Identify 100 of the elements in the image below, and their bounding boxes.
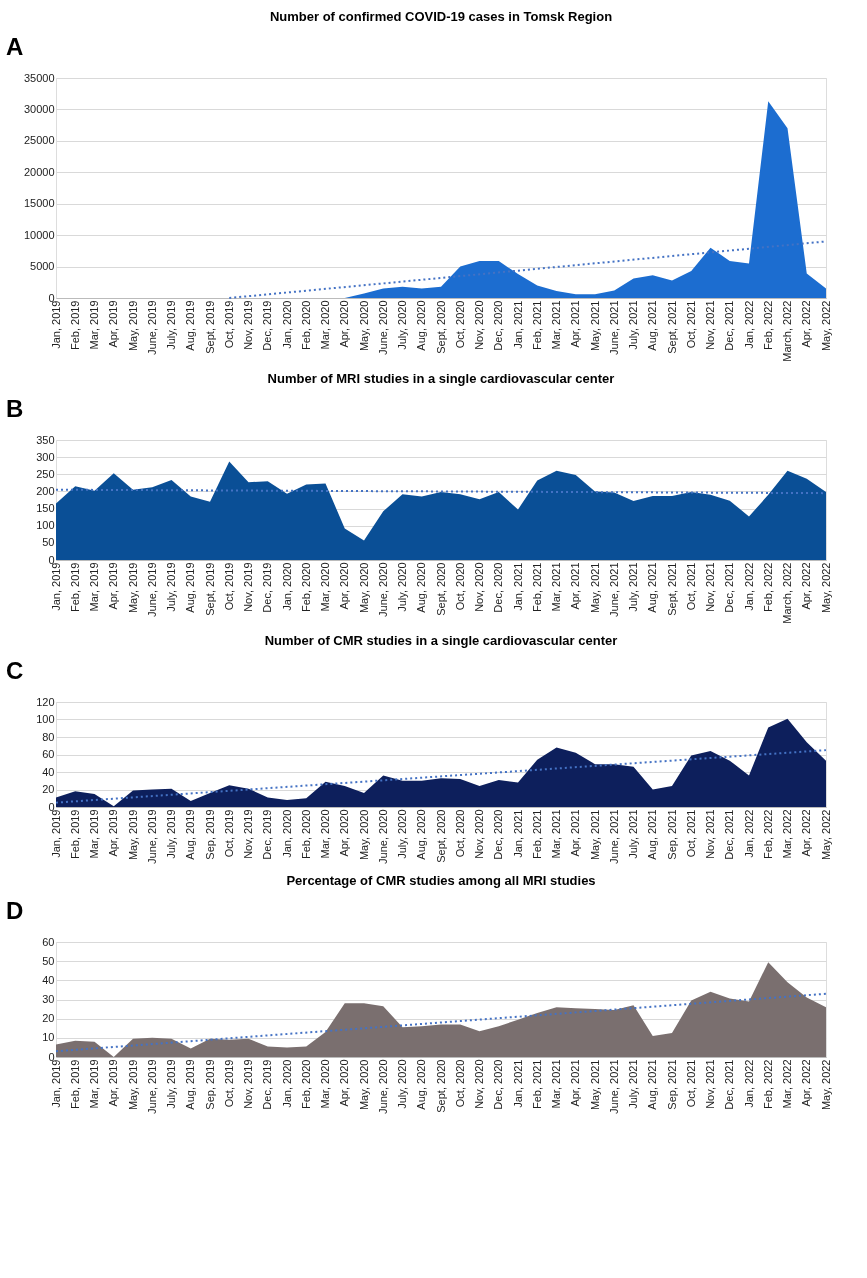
x-tick-label: Aug, 2020 [415, 300, 428, 351]
x-tick-label: July, 2020 [396, 300, 408, 350]
x-tick-label: Oct, 2019 [222, 1059, 235, 1108]
x-tick-label: Apr, 2021 [569, 562, 582, 610]
x-tick-label: Oct, 2020 [453, 1059, 466, 1108]
x-tick-label: Feb, 2022 [761, 809, 774, 860]
y-tick-label: 40 [42, 973, 55, 986]
x-tick-label: Jan, 2021 [511, 300, 524, 349]
x-tick-label: Feb, 2021 [530, 809, 543, 860]
x-tick-label: Oct, 2021 [684, 809, 697, 858]
x-tick-label: May, 2019 [126, 562, 139, 614]
x-tick-label: Sep, 2019 [203, 809, 216, 860]
x-tick-label: Mar, 2021 [550, 562, 562, 612]
text: B [6, 395, 24, 422]
x-tick-label: May, 2020 [357, 562, 370, 614]
y-tick-label: 25000 [23, 134, 55, 147]
x-tick-label: June, 2020 [376, 1059, 389, 1114]
x-tick-label: Dec, 2020 [492, 300, 505, 351]
chart-title: Percentage of CMR studies among all MRI studies [286, 873, 596, 888]
y-tick-label: 100 [36, 519, 55, 532]
x-tick-label: May, 2020 [357, 809, 370, 861]
x-tick-label: Dec, 2021 [723, 1059, 736, 1110]
x-tick-label: Aug, 2019 [184, 1059, 197, 1110]
x-tick-label: Apr, 2020 [338, 300, 351, 348]
x-tick-label: Sept, 2019 [203, 562, 216, 616]
x-tick-label: July, 2020 [396, 562, 408, 612]
y-tick-label: 120 [36, 695, 55, 708]
x-tick-label: Apr, 2020 [338, 809, 351, 857]
x-tick-label: July, 2019 [165, 809, 177, 859]
x-tick-label: June, 2021 [607, 809, 620, 864]
x-tick-label: Nov, 2019 [242, 809, 254, 859]
x-tick-label: Feb, 2021 [530, 1059, 543, 1110]
y-tick-label: 150 [36, 502, 55, 515]
text: D [6, 897, 24, 924]
x-tick-label: Nov, 2020 [473, 562, 485, 612]
x-tick-label: June, 2019 [145, 300, 158, 355]
x-tick-label: Oct, 2021 [684, 1059, 697, 1108]
y-tick-label: 30000 [23, 102, 55, 115]
x-tick-label: Aug, 2019 [184, 809, 197, 860]
x-tick-label: Mar, 2020 [319, 562, 331, 612]
x-tick-label: Nov, 2021 [704, 809, 716, 859]
x-tick-label: Mar, 2020 [319, 809, 331, 859]
x-tick-label: May, 2019 [126, 300, 139, 352]
x-tick-label: July, 2021 [627, 562, 639, 612]
x-tick-label: July, 2021 [627, 1059, 639, 1109]
y-tick-label: 100 [36, 713, 55, 725]
x-tick-label: May, 2020 [357, 300, 370, 352]
x-tick-label: Jan, 2022 [742, 1059, 755, 1108]
y-tick-label: 300 [36, 450, 55, 463]
x-tick-label: May, 2022 [819, 1059, 832, 1111]
x-tick-label: Sep, 2021 [665, 809, 678, 860]
x-tick-label: Dec, 2019 [261, 1059, 274, 1110]
x-tick-label: May, 2021 [588, 1059, 601, 1111]
x-tick-label: May, 2021 [588, 809, 601, 861]
y-tick-label: 60 [42, 748, 55, 760]
x-tick-label: Feb, 2021 [530, 562, 543, 613]
y-tick-label: 10000 [23, 228, 55, 241]
x-tick-label: Dec, 2019 [261, 809, 274, 860]
x-tick-label: March, 2022 [781, 300, 793, 362]
x-tick-label: Aug, 2019 [184, 562, 197, 613]
x-tick-label: Jan, 2021 [511, 809, 524, 858]
x-tick-label: Oct, 2021 [684, 562, 697, 611]
x-tick-label: Oct, 2019 [222, 562, 235, 611]
x-tick-label: Aug, 2020 [415, 809, 428, 860]
x-tick-label: Mar, 2022 [781, 809, 793, 859]
x-tick-label: Jan, 2020 [280, 809, 293, 858]
x-tick-label: Mar, 2019 [88, 1059, 100, 1109]
x-tick-label: Nov, 2020 [473, 1059, 485, 1109]
x-tick-label: June, 2020 [376, 562, 389, 617]
x-tick-label: Nov, 2020 [473, 300, 485, 350]
x-tick-label: Sept, 2020 [434, 809, 447, 863]
x-tick-label: Jan, 2020 [280, 562, 293, 611]
x-tick-label: Mar, 2020 [319, 1059, 331, 1109]
x-tick-label: Aug, 2021 [646, 809, 659, 860]
x-tick-label: Mar, 2019 [88, 562, 100, 612]
x-tick-label: June, 2021 [607, 562, 620, 617]
y-tick-label: 20 [42, 783, 55, 795]
x-tick-label: Dec, 2020 [492, 1059, 505, 1110]
x-tick-label: Apr, 2022 [800, 809, 813, 857]
chart-title: Number of MRI studies in a single cardiovascular center [267, 371, 615, 386]
y-tick-label: 5000 [30, 260, 55, 273]
y-tick-label: 250 [36, 467, 55, 480]
x-tick-label: June, 2020 [376, 300, 389, 355]
x-tick-label: Nov, 2021 [704, 300, 716, 350]
x-tick-label: Dec, 2021 [723, 300, 736, 351]
text: C [6, 657, 24, 684]
x-tick-label: Jan, 2020 [280, 300, 293, 349]
x-tick-label: May, 2022 [819, 300, 832, 352]
x-tick-label: Sept, 2019 [203, 300, 216, 354]
x-tick-label: Oct, 2020 [453, 300, 466, 349]
x-tick-label: Feb, 2019 [68, 809, 81, 860]
x-tick-label: Sept, 2020 [434, 562, 447, 616]
x-tick-label: Jan, 2021 [511, 562, 524, 611]
x-tick-label: Jan, 2022 [742, 562, 755, 611]
x-tick-label: May, 2019 [126, 809, 139, 861]
y-tick-label: 50 [42, 536, 55, 549]
x-tick-label: Jan, 2021 [511, 1059, 524, 1108]
x-tick-label: Feb, 2020 [299, 1059, 312, 1110]
y-tick-label: 50 [42, 954, 55, 967]
x-tick-label: Sept, 2020 [434, 1059, 447, 1113]
